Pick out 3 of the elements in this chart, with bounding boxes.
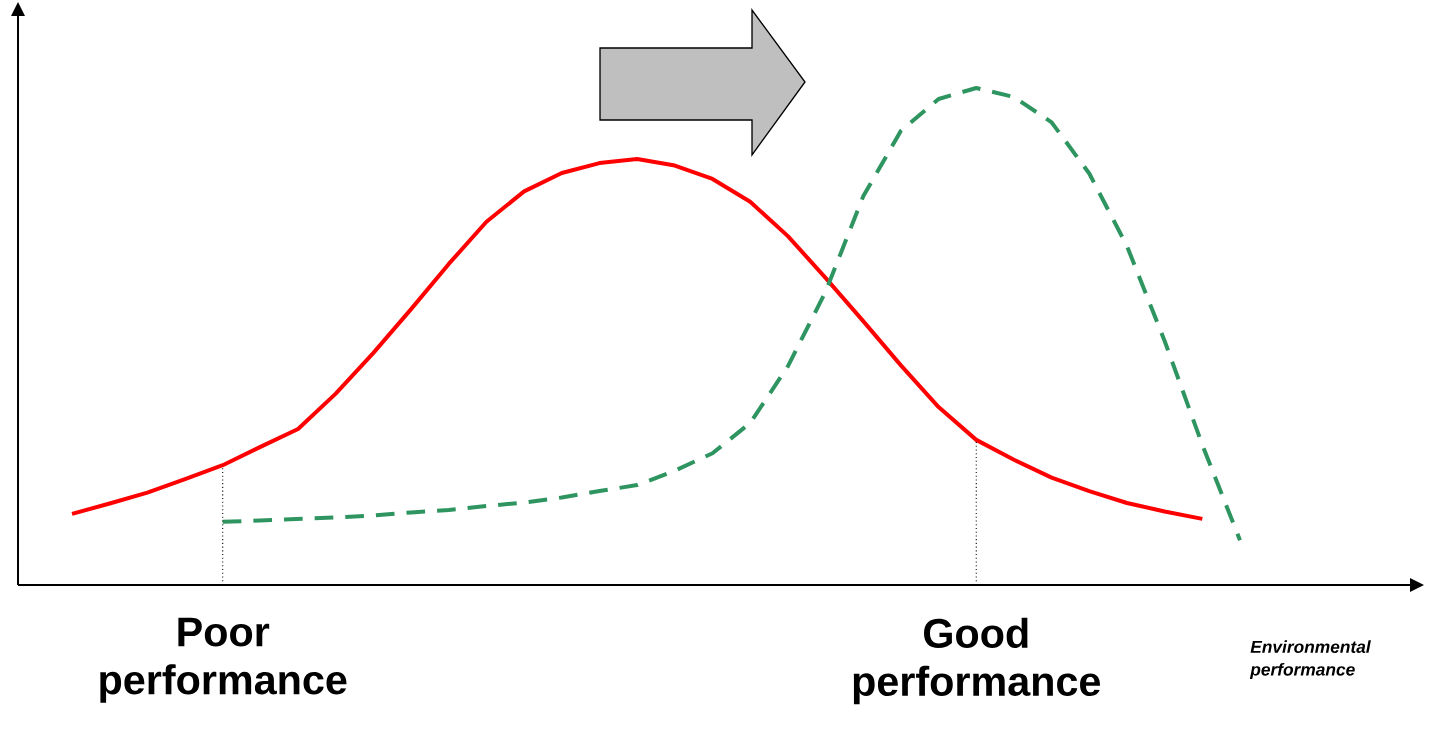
x-tick-label: Good performance — [853, 617, 1101, 705]
x-axis-title: Environmental performance — [1249, 640, 1371, 680]
x-tick-label: Poor performance — [100, 617, 347, 703]
